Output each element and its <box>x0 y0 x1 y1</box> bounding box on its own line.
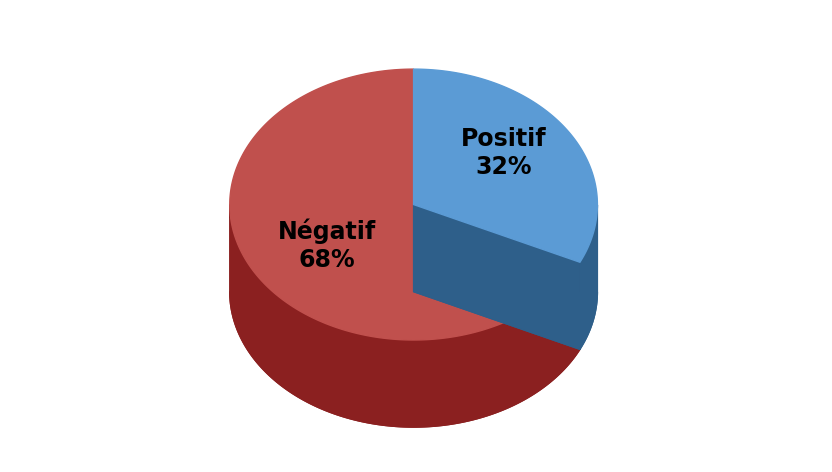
Polygon shape <box>414 69 597 262</box>
Text: Négatif
68%: Négatif 68% <box>278 219 376 272</box>
Polygon shape <box>414 204 580 349</box>
Polygon shape <box>230 69 580 340</box>
Polygon shape <box>230 292 580 427</box>
Text: Positif
32%: Positif 32% <box>461 127 547 179</box>
Polygon shape <box>414 292 597 349</box>
Polygon shape <box>414 204 580 349</box>
Polygon shape <box>580 205 597 349</box>
Polygon shape <box>230 205 580 427</box>
